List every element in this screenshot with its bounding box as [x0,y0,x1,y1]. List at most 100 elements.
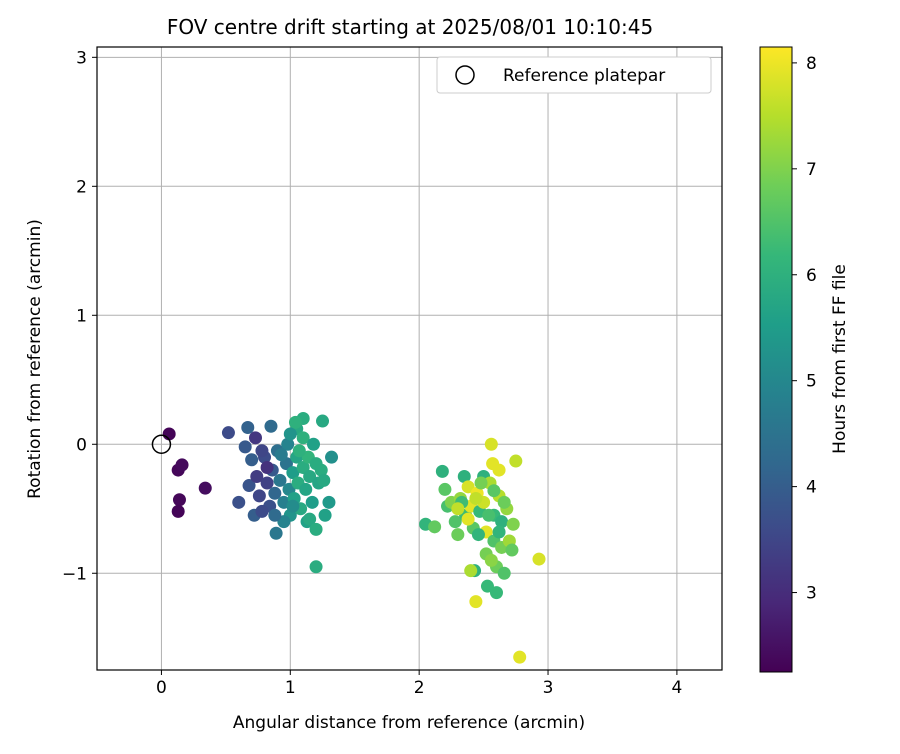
colorbar-tick-label: 5 [806,372,817,392]
data-point [513,650,527,664]
data-point [245,453,259,467]
reference-platepar-marker [151,434,172,455]
data-point [489,586,503,600]
data-point [306,437,320,451]
data-point [317,473,331,487]
data-point [532,552,546,566]
data-point [305,495,319,509]
x-tick-label: 3 [543,678,554,698]
y-tick-label: −1 [62,564,87,584]
data-point [309,560,323,574]
data-point [299,482,313,496]
data-point [469,595,483,609]
data-point [487,484,501,498]
data-point [273,473,287,487]
x-axis-ticks: 0 1 2 3 4 [156,670,682,698]
data-point [274,448,288,462]
data-point [497,566,511,580]
y-tick-label: 3 [76,48,87,68]
data-point [255,504,269,518]
data-point [268,486,282,500]
legend-box [436,56,712,94]
x-tick-label: 2 [414,678,425,698]
data-point [495,515,509,529]
data-point [448,515,462,529]
data-point [303,470,317,484]
data-point [469,491,483,505]
legend: Reference platepar [436,56,712,94]
data-point [286,499,300,513]
data-point [451,502,465,516]
data-point [509,454,523,468]
data-point [281,437,295,451]
data-point [435,464,449,478]
data-point [175,458,189,472]
data-point [451,528,465,542]
data-point [283,427,297,441]
x-tick-label: 4 [671,678,682,698]
data-point [492,525,506,539]
colorbar-tick-label: 4 [806,478,817,498]
data-point [249,431,263,445]
data-point [286,466,300,480]
data-point [505,543,519,557]
data-point [277,515,291,529]
data-point [482,508,496,522]
data-point [506,517,520,531]
chart-title: FOV centre drift starting at 2025/08/01 … [167,15,653,39]
data-point [325,450,339,464]
x-tick-label: 1 [285,678,296,698]
legend-open-circle-icon [455,65,475,85]
colorbar-tick-label: 8 [806,54,817,74]
data-point [497,495,511,509]
data-point [474,476,488,490]
colorbar-gradient [759,46,793,673]
data-point [288,415,302,429]
data-point [232,495,246,509]
data-point [464,564,478,578]
data-point [461,512,475,526]
data-point [171,504,185,518]
data-point [268,508,282,522]
data-point [250,470,264,484]
colorbar-label: Hours from first FF file [830,264,850,454]
y-tick-label: 1 [76,306,87,326]
colorbar: 3 4 5 6 7 8 Hours from first FF file [759,46,850,673]
data-point [269,526,283,540]
data-point [314,463,328,477]
y-axis-label: Rotation from reference (arcmin) [25,219,45,499]
data-point [484,553,498,567]
x-axis-label: Angular distance from reference (arcmin) [233,713,585,733]
data-point [484,437,498,451]
data-point [264,419,278,433]
legend-label: Reference platepar [503,66,665,86]
data-point [309,522,323,536]
y-tick-label: 2 [76,177,87,197]
data-point [292,444,306,458]
plot-frame [96,46,723,671]
data-point [480,579,494,593]
data-point [296,460,310,474]
data-point [322,495,336,509]
data-point [438,482,452,496]
data-point [316,414,330,428]
grid [97,47,722,670]
data-point [242,479,256,493]
colorbar-tick-label: 6 [806,266,817,286]
colorbar-tick-label: 7 [806,160,817,180]
data-point [428,520,442,534]
data-point [457,470,471,484]
data-point [172,493,186,507]
data-point [260,476,274,490]
data-point [238,440,252,454]
data-point [241,421,255,435]
data-point [255,444,269,458]
data-point [252,489,266,503]
data-point [471,528,485,542]
data-point [461,480,475,494]
data-point [296,431,310,445]
data-point [221,426,235,440]
data-point [303,512,317,526]
